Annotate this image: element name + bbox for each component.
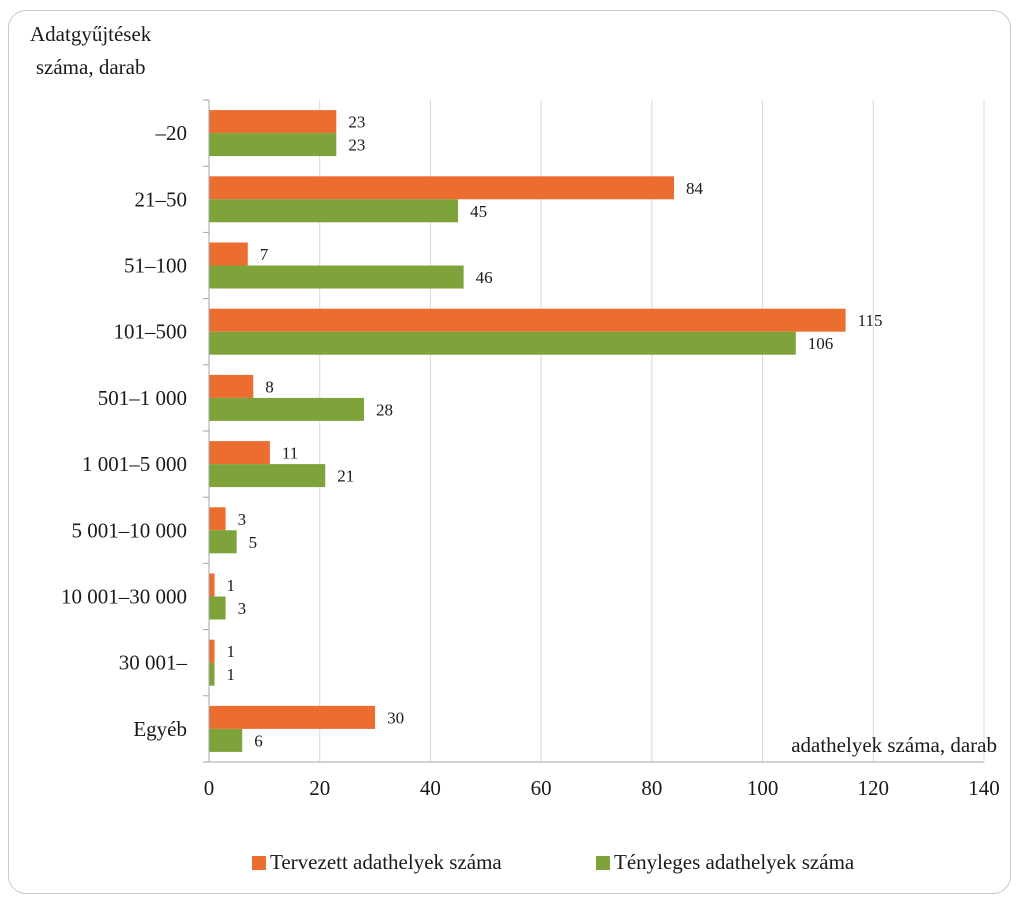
category-label: 51–100: [124, 254, 187, 278]
x-tick-label: 40: [420, 776, 441, 800]
category-label: Egyéb: [133, 717, 187, 741]
data-label-planned: 7: [260, 245, 269, 264]
bar-actual: [209, 265, 464, 289]
legend-swatch-planned: [252, 855, 266, 870]
data-label-planned: 115: [858, 311, 883, 330]
y-axis-title-line-2: száma, darab: [35, 55, 146, 79]
data-label-actual: 5: [249, 533, 258, 552]
bar-actual: [209, 133, 337, 157]
legend-swatch-actual: [596, 855, 610, 870]
y-axis-title: Adatgyűjtések száma, darab: [30, 18, 151, 84]
category-label: 501–1 000: [98, 386, 187, 410]
bar-actual: [209, 596, 226, 620]
x-tick-label: 100: [747, 776, 779, 800]
category-label: 30 001–: [119, 651, 188, 675]
legend-item-actual: Tényleges adathelyek száma: [596, 850, 854, 875]
category-label: 101–500: [114, 320, 188, 344]
bar-planned: [209, 308, 846, 332]
category-label: 1 001–5 000: [82, 452, 187, 476]
data-label-actual: 1: [227, 665, 236, 684]
bar-planned: [209, 374, 254, 398]
x-tick-label: 60: [531, 776, 552, 800]
bar-planned: [209, 441, 270, 465]
bar-planned: [209, 507, 226, 531]
x-axis-title: adathelyek száma, darab: [791, 733, 997, 757]
bar-actual: [209, 464, 326, 488]
legend-label-actual: Tényleges adathelyek száma: [614, 850, 855, 874]
data-label-planned: 8: [265, 377, 274, 396]
category-label: 10 001–30 000: [61, 585, 187, 609]
bar-planned: [209, 242, 248, 266]
bar-planned: [209, 573, 215, 597]
bar-actual: [209, 662, 215, 686]
category-label: –20: [155, 121, 188, 145]
bar-planned: [209, 705, 376, 729]
data-label-planned: 1: [227, 576, 236, 595]
data-label-actual: 6: [254, 731, 263, 750]
category-label: 5 001–10 000: [72, 518, 188, 542]
bar-planned: [209, 176, 674, 200]
data-label-planned: 23: [348, 113, 365, 132]
y-axis-title-line-1: Adatgyűjtések: [30, 22, 152, 46]
bar-planned: [209, 110, 337, 134]
bar-actual: [209, 397, 364, 421]
chart-frame: [8, 10, 1011, 894]
data-label-actual: 21: [337, 467, 354, 486]
x-tick-label: 120: [858, 776, 890, 800]
data-label-planned: 11: [282, 444, 298, 463]
data-label-planned: 1: [227, 642, 236, 661]
category-label: 21–50: [135, 187, 188, 211]
data-label-planned: 3: [238, 510, 247, 529]
legend-item-planned: Tervezett adathelyek száma: [252, 850, 502, 875]
bar-actual: [209, 728, 243, 752]
legend-label-planned: Tervezett adathelyek száma: [270, 850, 502, 874]
x-tick-label: 20: [309, 776, 330, 800]
data-label-actual: 3: [238, 599, 247, 618]
data-label-actual: 23: [348, 136, 365, 155]
bar-actual: [209, 199, 459, 223]
data-label-actual: 45: [470, 202, 487, 221]
x-tick-label: 80: [641, 776, 662, 800]
data-label-actual: 46: [476, 268, 493, 287]
bar-actual: [209, 530, 237, 554]
x-tick-label: 140: [968, 776, 1000, 800]
bar-planned: [209, 639, 215, 663]
bar-actual: [209, 331, 796, 355]
data-label-planned: 84: [686, 179, 704, 198]
x-tick-label: 0: [204, 776, 215, 800]
data-label-actual: 106: [808, 334, 834, 353]
data-label-actual: 28: [376, 400, 393, 419]
data-label-planned: 30: [387, 708, 404, 727]
